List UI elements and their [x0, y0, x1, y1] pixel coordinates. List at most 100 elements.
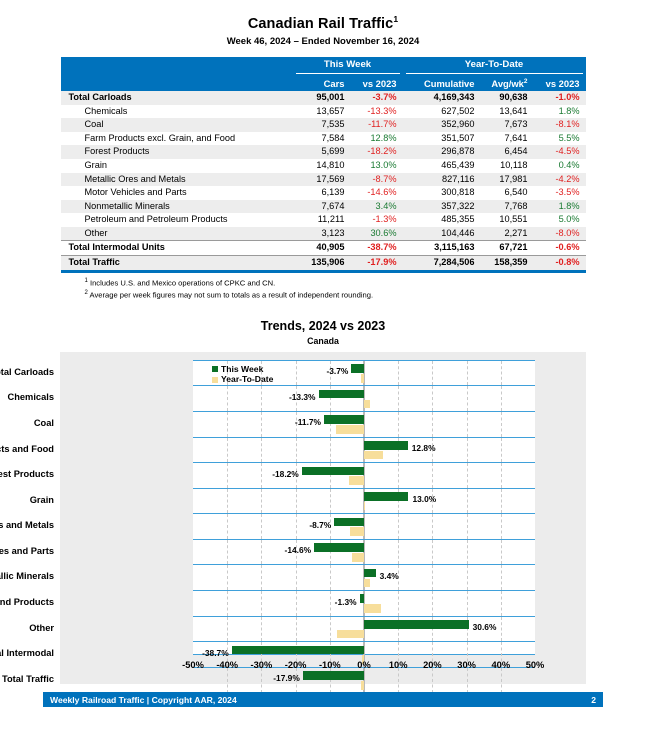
- bar-this-week: [364, 620, 469, 629]
- cell-cumulative: 357,322: [402, 199, 481, 214]
- bar-this-week: [334, 517, 364, 527]
- chart-gridline: [500, 642, 502, 667]
- chart-gridline: [500, 514, 502, 539]
- chart-gridline: [398, 488, 400, 514]
- title-footnote-marker: 1: [393, 14, 399, 24]
- chart-gridline: [432, 616, 434, 642]
- chart-gridline: [227, 360, 229, 386]
- cell-cars: 7,584: [292, 131, 351, 146]
- chart-x-tick: 40%: [491, 659, 511, 670]
- group-header-ytd: Year-To-Date: [403, 57, 586, 74]
- row-label: Farm Products excl. Grain, and Food: [60, 131, 293, 146]
- bar-this-week: [318, 389, 364, 399]
- bar-this-week: [301, 466, 364, 476]
- row-label: Metallic Ores and Metals: [60, 172, 293, 187]
- chart-gridline: [398, 539, 400, 565]
- chart-zero-line: [363, 411, 365, 437]
- table-row: Chemicals 13,657 -13.3% 627,502 13,641 1.8%: [60, 104, 586, 119]
- page-title: Canadian Rail Traffic1: [0, 14, 646, 32]
- cell-avg-wk: 7,673: [480, 118, 534, 132]
- chart-gridline: [295, 667, 297, 694]
- cell-week-vs-2023: 12.8%: [350, 131, 403, 146]
- table-row: Nonmetallic Minerals 7,674 3.4% 357,322 7,76…: [60, 199, 586, 214]
- chart-gridline: [466, 565, 468, 591]
- table-row: Farm Products excl. Grain, and Food 7,584…: [60, 131, 586, 146]
- table-row: Motor Vehicles and Parts 6,139 -14.6% 300,8…: [60, 186, 586, 200]
- table-row: Total Traffic 135,906 -17.9% 7,284,506 158,3…: [60, 255, 586, 270]
- chart-category-row: 30.6% Other: [29, 616, 535, 643]
- rail-traffic-table: This Week Year-To-Date Cars vs 2023 Cumu…: [60, 56, 586, 270]
- cell-week-vs-2023: -18.2%: [350, 145, 403, 159]
- chart-gridline: [432, 488, 434, 514]
- cell-cumulative: 4,169,343: [402, 90, 481, 105]
- chart-gridline: [329, 667, 331, 694]
- row-label: Chemicals: [60, 104, 293, 119]
- chart-x-tick: 10%: [388, 659, 408, 670]
- col-header-ytd-vs-2023: vs 2023: [545, 77, 580, 89]
- cell-cars: 17,569: [292, 172, 351, 187]
- chart-gridline: [261, 488, 263, 514]
- chart-x-tick: -30%: [250, 659, 273, 670]
- chart-gridline: [261, 514, 263, 539]
- chart-category-row: -13.3% Chemicals: [7, 386, 535, 412]
- chart-gridline: [466, 463, 468, 488]
- cell-ytd-vs-2023: 1.8%: [533, 199, 586, 214]
- chart-gridline: [466, 539, 468, 565]
- table-row: Total Intermodal Units 40,905 -38.7% 3,115,…: [60, 240, 586, 256]
- table-column-header-row: Cars vs 2023 Cumulative Avg/wk2 vs 2023: [60, 73, 586, 91]
- chart-category-label: Nonmetallic Minerals: [0, 571, 54, 582]
- chart-gridline: [227, 514, 229, 539]
- chart-gridline: [227, 616, 229, 642]
- chart-gridline: [295, 437, 297, 463]
- chart-gridline: [295, 514, 297, 539]
- cell-avg-wk: 7,641: [480, 131, 534, 146]
- chart-gridline: [432, 411, 434, 437]
- chart-gridline: [500, 463, 502, 488]
- chart-gridline: [500, 386, 502, 411]
- cell-avg-wk: 158,359: [480, 255, 534, 270]
- cell-cumulative: 3,115,163: [402, 240, 481, 256]
- chart-value-label: -38.7%: [202, 647, 229, 658]
- chart-gridline: [227, 437, 229, 463]
- cell-avg-wk: 17,981: [480, 172, 534, 187]
- cell-cars: 6,139: [292, 186, 351, 200]
- chart-value-label: 3.4%: [379, 570, 399, 581]
- chart-gridline: [432, 514, 434, 539]
- bar-this-week: [323, 415, 364, 424]
- chart-gridline: [329, 463, 331, 488]
- chart-category-row: 3.4% Nonmetallic Minerals: [0, 565, 535, 592]
- chart-gridline: [398, 514, 400, 539]
- chart-gridline: [227, 591, 229, 616]
- bar-this-week: [351, 364, 364, 373]
- table-row: Coal 7,535 -11.7% 352,960 7,673 -8.1%: [60, 118, 586, 132]
- chart-gridline: [466, 667, 468, 694]
- chart-gridline: [261, 565, 263, 591]
- group-header-this-week-label: This Week: [295, 57, 400, 74]
- chart-value-label: -11.7%: [294, 417, 321, 428]
- bar-this-week: [364, 568, 376, 578]
- chart-category-row: -14.6% Motor Vehicles and Parts: [0, 539, 535, 566]
- chart-gridline: [227, 488, 229, 514]
- cell-avg-wk: 6,454: [480, 145, 534, 159]
- chart-gridline: [432, 463, 434, 488]
- chart-gridline: [227, 565, 229, 591]
- cell-ytd-vs-2023: -8.0%: [533, 226, 586, 241]
- chart-value-label: 12.8%: [411, 443, 436, 454]
- avg-wk-footnote-marker: 2: [523, 77, 528, 85]
- chart-gridline: [466, 360, 468, 386]
- table-row: Total Carloads 95,001 -3.7% 4,169,343 90,638…: [60, 90, 586, 105]
- bar-this-week: [302, 671, 364, 680]
- chart-gridline: [432, 642, 434, 667]
- row-label: Forest Products: [60, 145, 293, 159]
- cell-ytd-vs-2023: -4.2%: [533, 172, 586, 187]
- chart-gridline: [500, 565, 502, 591]
- chart-zero-line: [363, 463, 365, 488]
- chart-zero-line: [363, 386, 365, 411]
- chart-category-row: 12.8% Farm Products and Food: [0, 437, 535, 464]
- row-label: Total Intermodal Units: [60, 240, 293, 256]
- row-label: Nonmetallic Minerals: [60, 199, 293, 214]
- chart-gridline: [261, 360, 263, 386]
- bar-this-week: [231, 645, 364, 655]
- legend-item-ytd: Year-To-Date: [212, 374, 273, 385]
- group-header-this-week: This Week: [293, 57, 403, 74]
